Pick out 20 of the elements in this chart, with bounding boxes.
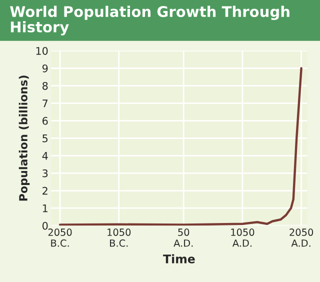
y-tick-label: 1 <box>42 204 48 212</box>
x-tick-label: 50 A.D. <box>174 228 193 247</box>
y-tick-label: 9 <box>42 64 48 72</box>
y-tick-label: 8 <box>42 82 48 90</box>
y-tick-label: 10 <box>36 46 48 55</box>
y-tick-label: 5 <box>42 134 48 142</box>
y-tick-label: 7 <box>42 100 48 108</box>
x-tick-label: 2050 B.C. <box>48 228 72 247</box>
x-tick-label: 2050 A.D. <box>290 228 314 247</box>
x-tick-label: 1050 A.D. <box>231 228 254 247</box>
y-tick-label: 0 <box>42 222 48 230</box>
y-tick-label: 2 <box>42 186 48 195</box>
x-axis-title: Time <box>163 254 195 264</box>
line-series <box>58 67 302 226</box>
chart-title: World Population Growth Through History <box>10 6 290 36</box>
y-axis-title: Population (billions) <box>18 76 30 201</box>
x-tick-label: 1050 B.C. <box>108 228 131 247</box>
y-tick-label: 3 <box>42 169 48 178</box>
y-tick-label: 4 <box>42 152 48 160</box>
y-tick-label: 6 <box>42 116 48 125</box>
